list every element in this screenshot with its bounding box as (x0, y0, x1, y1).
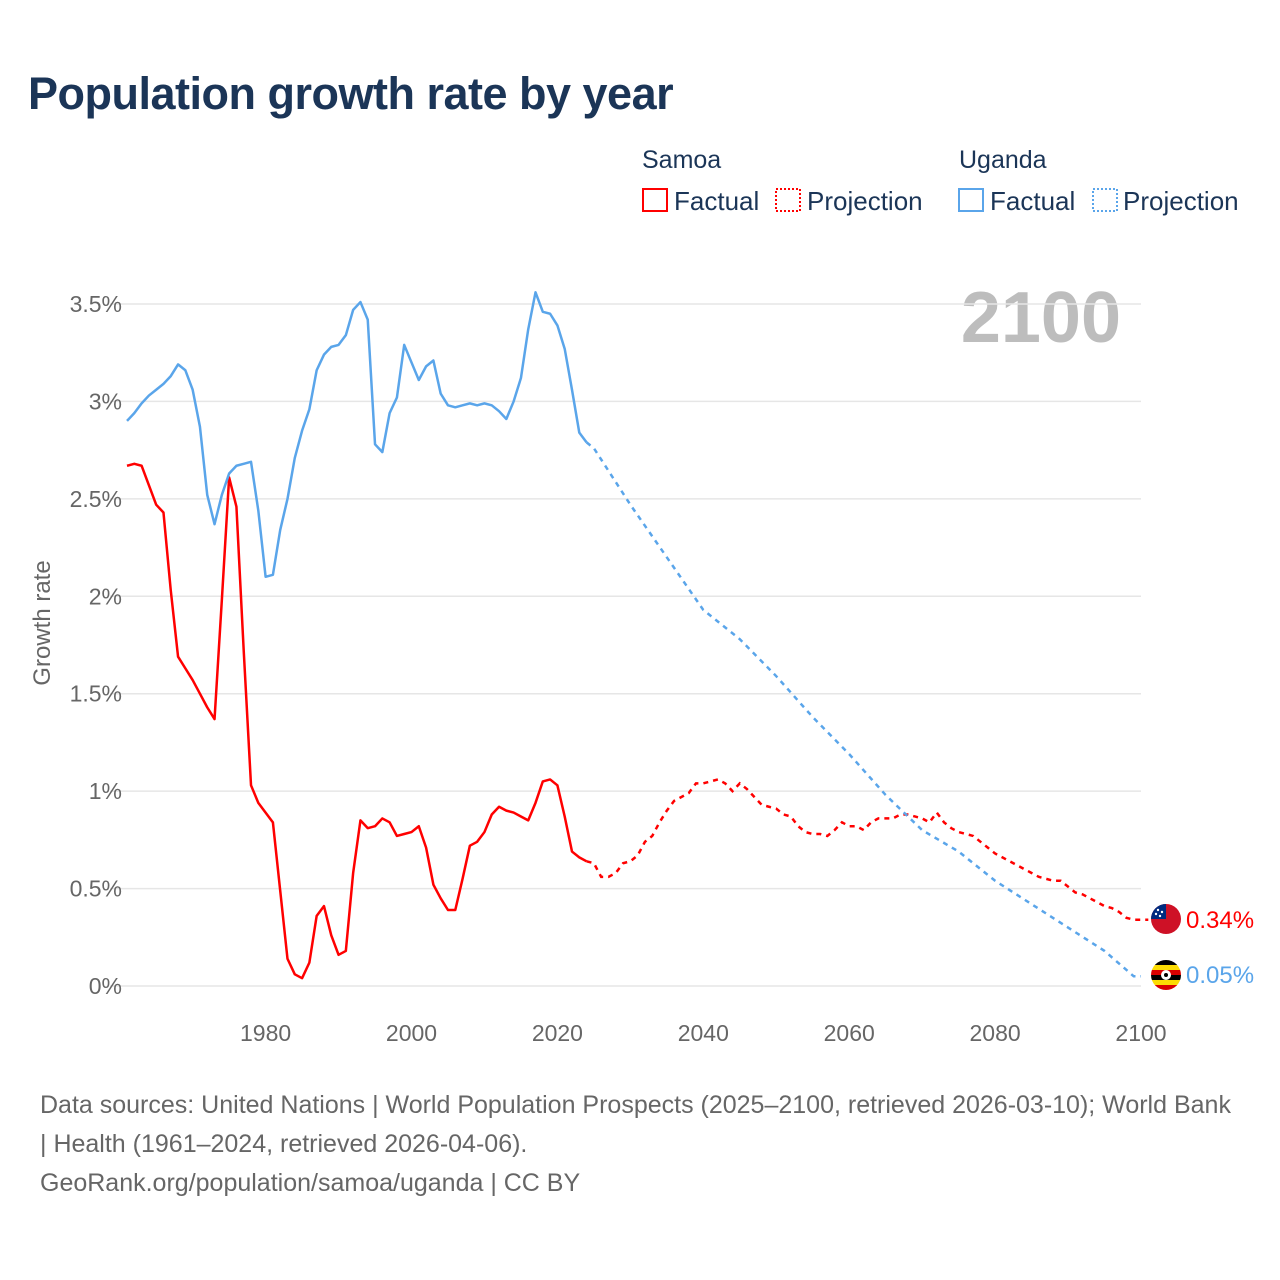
data-sources: Data sources: United Nations | World Pop… (40, 1091, 1231, 1158)
x-tick-label: 2080 (970, 1020, 1021, 1046)
site-credit[interactable]: GeoRank.org/population/samoa/uganda | CC… (40, 1169, 581, 1197)
y-tick-label: 2% (89, 583, 122, 609)
y-tick-label: 3% (89, 388, 122, 414)
y-tick-label: 1% (89, 778, 122, 804)
y-tick-label: 0% (89, 973, 122, 999)
chart-title: Population growth rate by year (28, 68, 674, 119)
uganda-end-label: 0.05% (1186, 962, 1254, 989)
uganda-flag-icon (1151, 960, 1181, 990)
samoa-factual-line (126, 462, 588, 980)
legend-label-uganda-projection[interactable]: Projection (1123, 186, 1239, 216)
legend: Samoa Factual Projection Uganda Factual … (642, 146, 1239, 216)
legend-swatch-samoa-projection (775, 188, 801, 212)
legend-swatch-uganda-projection (1092, 188, 1118, 212)
year-watermark: 2100 (961, 278, 1121, 358)
x-tick-label: 2040 (678, 1020, 729, 1046)
legend-group-samoa: Samoa (642, 146, 721, 174)
x-tick-label: 2060 (824, 1020, 875, 1046)
y-tick-label: 3.5% (70, 291, 122, 317)
y-tick-label: 1.5% (70, 681, 122, 707)
footer: Data sources: United Nations | World Pop… (40, 1086, 1240, 1203)
legend-label-uganda-factual[interactable]: Factual (990, 186, 1075, 216)
uganda-factual-line (126, 291, 588, 579)
legend-label-samoa-projection[interactable]: Projection (807, 186, 923, 216)
samoa-end-label: 0.34% (1186, 907, 1254, 934)
samoa-projection-line (586, 778, 1149, 921)
x-tick-label: 2100 (1115, 1020, 1166, 1046)
x-tick-label: 2000 (386, 1020, 437, 1046)
samoa-flag-icon (1151, 904, 1181, 934)
x-tick-label: 2020 (532, 1020, 583, 1046)
uganda-projection-line (585, 441, 1141, 978)
legend-group-uganda: Uganda (959, 146, 1047, 174)
legend-label-samoa-factual[interactable]: Factual (674, 186, 759, 216)
legend-swatch-samoa-factual (642, 188, 668, 212)
y-tick-label: 0.5% (70, 876, 122, 902)
y-tick-label: 2.5% (70, 486, 122, 512)
x-tick-label: 1980 (240, 1020, 291, 1046)
legend-swatch-uganda-factual (958, 188, 984, 212)
y-axis-label: Growth rate (29, 560, 56, 685)
